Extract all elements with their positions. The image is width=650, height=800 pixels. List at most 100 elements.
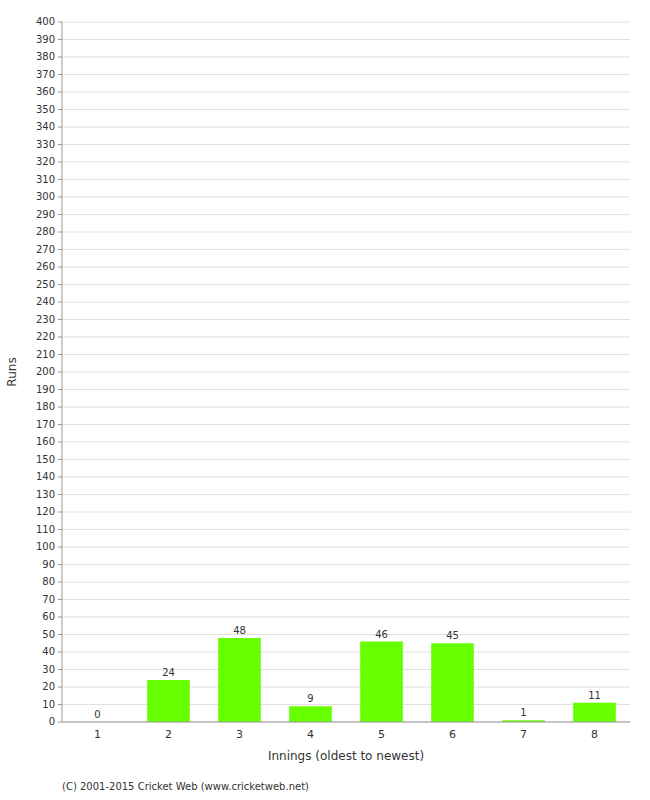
footer: (C) 2001-2015 Cricket Web (www.cricketwe… (62, 781, 309, 792)
grid-line (62, 214, 630, 215)
tick-label: 30 (42, 664, 55, 675)
grid-line (62, 669, 630, 670)
tick-label: 120 (36, 506, 55, 517)
tick-mark (58, 547, 62, 548)
grid-line (62, 197, 630, 198)
grid-line (62, 564, 630, 565)
tick-mark (58, 284, 62, 285)
grid-line (62, 179, 630, 180)
grid-line (62, 92, 630, 93)
grid-line (62, 442, 630, 443)
tick-label: 260 (36, 261, 55, 272)
grid-line (62, 494, 630, 495)
tick-label: 390 (36, 34, 55, 45)
tick-mark (58, 687, 62, 688)
tick-mark (58, 57, 62, 58)
tick-label: 110 (36, 524, 55, 535)
tick-mark (58, 354, 62, 355)
tick-mark (58, 652, 62, 653)
data-label: 0 (94, 709, 100, 720)
grid-line (62, 617, 630, 618)
grid-line (62, 144, 630, 145)
grid-line (62, 57, 630, 58)
grid-line (62, 477, 630, 478)
tick-mark (58, 249, 62, 250)
tick-mark (58, 634, 62, 635)
grid-line (62, 249, 630, 250)
tick-label: 80 (42, 576, 55, 587)
grid-line (62, 389, 630, 390)
tick-mark (58, 669, 62, 670)
tick-label: 3 (236, 728, 243, 741)
tick-label: 1 (94, 728, 101, 741)
tick-label: 60 (42, 611, 55, 622)
tick-label: 130 (36, 489, 55, 500)
tick-mark (58, 459, 62, 460)
bar (289, 706, 332, 722)
tick-mark (58, 92, 62, 93)
grid-line (62, 547, 630, 548)
data-labels: 0244894645111 (94, 625, 601, 720)
tick-label: 240 (36, 296, 55, 307)
bars (147, 638, 616, 722)
tick-mark (58, 389, 62, 390)
tick-mark (58, 162, 62, 163)
tick-label: 220 (36, 331, 55, 342)
y-axis: 0102030405060708090100110120130140150160… (36, 16, 630, 727)
grid-line (62, 232, 630, 233)
tick-label: 200 (36, 366, 55, 377)
data-label: 9 (307, 693, 313, 704)
x-axis: 12345678 (94, 728, 598, 741)
grid-line (62, 529, 630, 530)
chart-container: 0102030405060708090100110120130140150160… (0, 0, 650, 800)
tick-label: 170 (36, 419, 55, 430)
tick-label: 250 (36, 279, 55, 290)
grid-line (62, 599, 630, 600)
grid-line (62, 372, 630, 373)
chart-svg: 0102030405060708090100110120130140150160… (0, 0, 650, 800)
grid-line (62, 109, 630, 110)
tick-label: 290 (36, 209, 55, 220)
tick-mark (58, 442, 62, 443)
tick-mark (58, 617, 62, 618)
tick-label: 300 (36, 191, 55, 202)
tick-mark (58, 179, 62, 180)
grid-line (62, 302, 630, 303)
tick-mark (58, 564, 62, 565)
grid-line (62, 722, 630, 723)
tick-label: 0 (49, 716, 55, 727)
tick-label: 90 (42, 559, 55, 570)
tick-label: 140 (36, 471, 55, 482)
x-axis-label: Innings (oldest to newest) (268, 749, 424, 763)
data-label: 1 (520, 707, 526, 718)
tick-mark (58, 267, 62, 268)
tick-label: 6 (449, 728, 456, 741)
tick-mark (58, 477, 62, 478)
tick-label: 400 (36, 16, 55, 27)
tick-mark (58, 302, 62, 303)
tick-mark (58, 407, 62, 408)
tick-mark (58, 319, 62, 320)
y-axis-label: Runs (5, 357, 19, 386)
tick-label: 7 (520, 728, 527, 741)
data-label: 48 (233, 625, 246, 636)
tick-label: 8 (591, 728, 598, 741)
tick-mark (58, 512, 62, 513)
grid-line (62, 407, 630, 408)
grid-line (62, 39, 630, 40)
tick-label: 50 (42, 629, 55, 640)
tick-mark (58, 529, 62, 530)
tick-mark (58, 197, 62, 198)
tick-mark (58, 127, 62, 128)
tick-label: 10 (42, 699, 55, 710)
tick-label: 20 (42, 681, 55, 692)
tick-label: 360 (36, 86, 55, 97)
tick-mark (58, 39, 62, 40)
grid-line (62, 74, 630, 75)
tick-mark (58, 599, 62, 600)
tick-label: 70 (42, 594, 55, 605)
tick-mark (58, 214, 62, 215)
tick-mark (58, 22, 62, 23)
tick-label: 4 (307, 728, 314, 741)
x-axis-line (62, 722, 630, 723)
